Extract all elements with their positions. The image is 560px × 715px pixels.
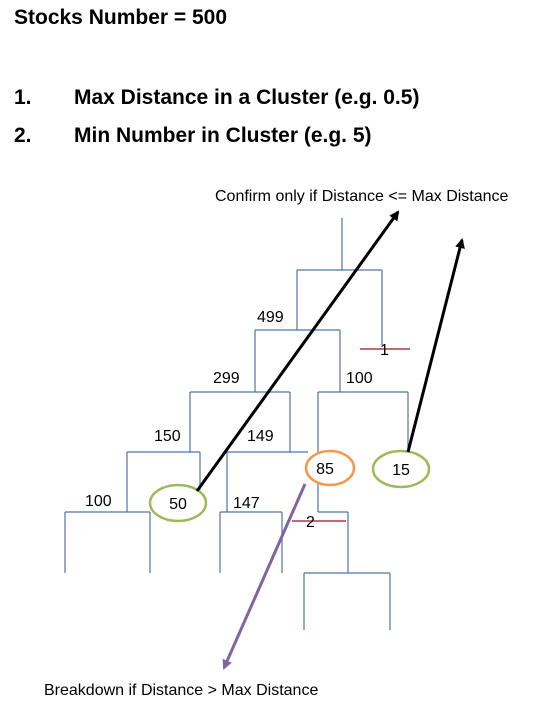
node-label-299: 299 [213,370,240,387]
cluster-circle-50 [148,483,208,523]
node-label-150: 150 [154,428,181,445]
node-label-2: 2 [306,514,315,531]
confirm-arrow-50 [195,210,400,492]
node-label-149: 149 [247,428,274,445]
node-label-1: 1 [380,342,389,359]
criterion-number-1: 1. [14,86,32,109]
cluster-label-85: 85 [316,461,334,478]
criterion-text-1: Max Distance in a Cluster (e.g. 0.5) [74,86,420,109]
cluster-circle-15 [371,449,431,489]
node-label-100-left: 100 [85,493,112,510]
criterion-text-2: Min Number in Cluster (e.g. 5) [74,124,372,147]
node-label-147: 147 [233,495,260,512]
breakdown-annotation: Breakdown if Distance > Max Distance [44,682,318,699]
node-label-100-right: 100 [346,370,373,387]
dendrogram-tree [64,218,409,630]
page-title: Stocks Number = 500 [14,6,228,29]
node-label-499: 499 [257,309,284,326]
cluster-circle-85 [304,449,356,487]
criterion-number-2: 2. [14,124,32,147]
cluster-label-15: 15 [392,462,410,479]
breakdown-arrow-85 [222,483,307,670]
confirm-arrow-15 [406,238,465,453]
cluster-label-50: 50 [169,496,187,513]
criterion-item-2: 2. Min Number in Cluster (e.g. 5) [14,124,372,148]
criterion-item-1: 1. Max Distance in a Cluster (e.g. 0.5) [14,86,419,110]
confirm-annotation: Confirm only if Distance <= Max Distance [215,188,509,205]
